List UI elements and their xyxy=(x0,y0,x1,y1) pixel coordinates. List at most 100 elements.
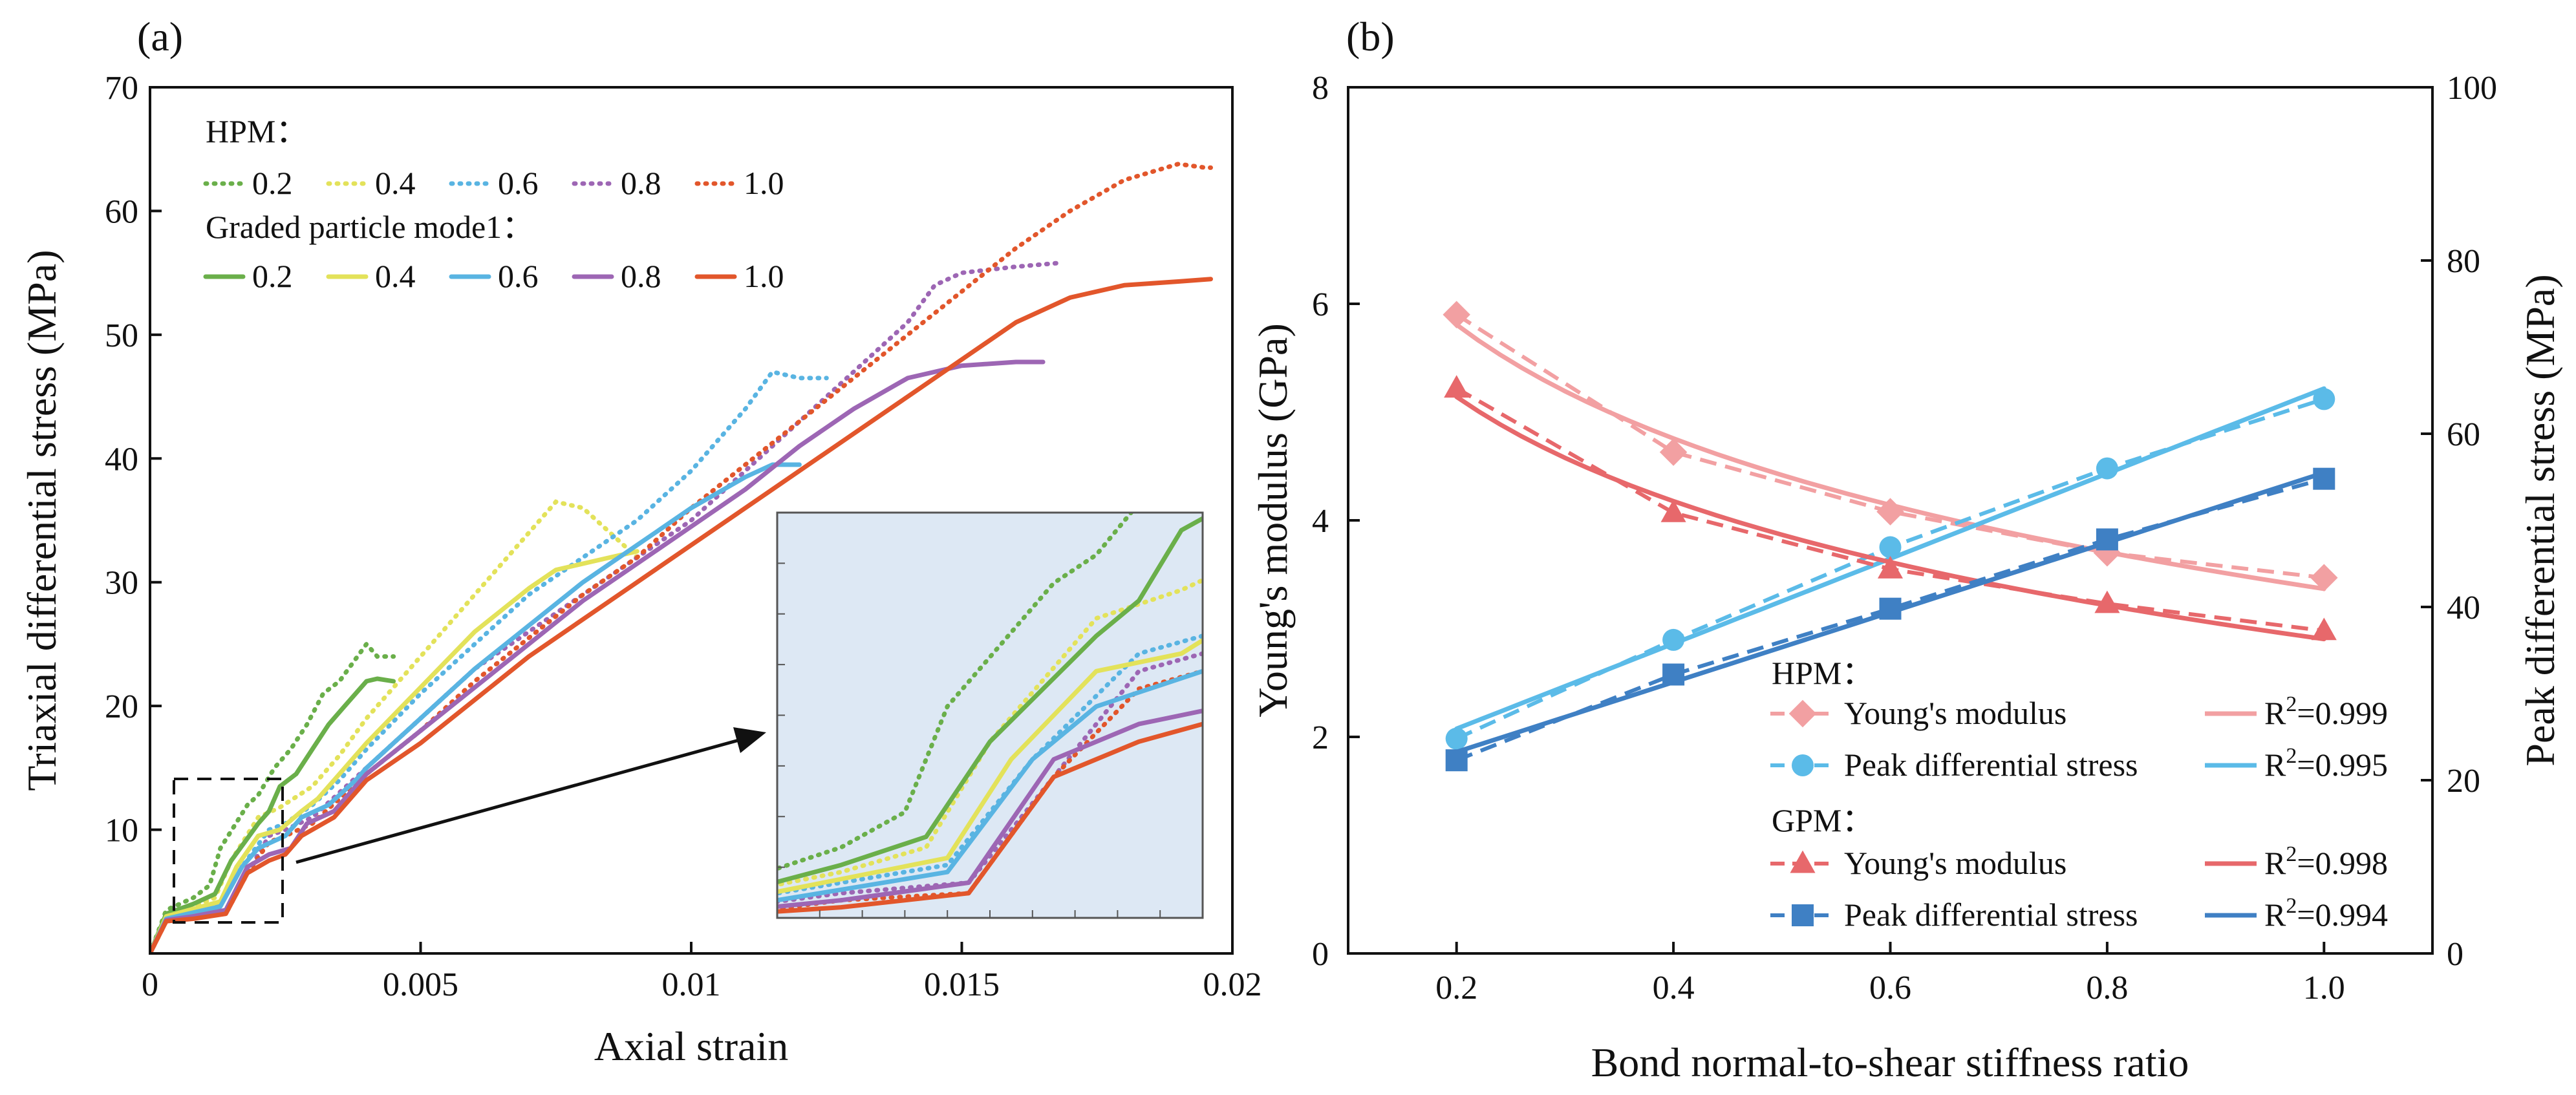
x-tick-label: 0.02 xyxy=(1203,966,1262,1003)
b-y-left-tick-label: 0 xyxy=(1312,936,1329,973)
series-hpm-1-0 xyxy=(150,162,1213,953)
inset-series-gpm-1-0 xyxy=(777,721,1203,914)
panel-a: (a) Triaxial differential stress (MPa) A… xyxy=(19,14,1262,1069)
marker-hpm-young-s-modulus xyxy=(2310,564,2338,592)
panel-a-label: (a) xyxy=(137,14,183,59)
legend-hpm-title: HPM： xyxy=(206,113,308,149)
legend-b-marker xyxy=(1788,699,1817,728)
b-y-left-tick-label: 6 xyxy=(1312,286,1329,323)
x-tick-label: 0.015 xyxy=(924,966,1000,1003)
legend-b-marker xyxy=(1792,904,1814,926)
marker-hpm-peak-differential-stress xyxy=(2313,388,2335,410)
marker-hpm-young-s-modulus xyxy=(1443,301,1470,328)
b-y-right-tick-label: 20 xyxy=(2447,763,2480,800)
zoom-arrow xyxy=(295,727,766,864)
b-y-right-tick-label: 100 xyxy=(2447,70,2497,107)
panel-b-ylabel-left: Young's modulus (GPa) xyxy=(1250,323,1296,718)
marker-gpm-young-s-modulus xyxy=(1877,555,1904,579)
inset-series-gpm-0-6 xyxy=(777,668,1203,903)
legend-b-fit: R2=0.998 xyxy=(2264,842,2388,881)
marker-gpm-young-s-modulus xyxy=(1444,375,1470,398)
legend-b-label: Young's modulus xyxy=(1844,845,2066,881)
x-tick-label: 0.01 xyxy=(662,966,721,1003)
panel-b: (b) Young's modulus (GPa) Peak different… xyxy=(1250,14,2563,1085)
marker-gpm-young-s-modulus xyxy=(2094,590,2120,613)
legend-gpm-label: 1.0 xyxy=(744,258,784,294)
legend-gpm-label: 0.8 xyxy=(621,258,661,294)
y-tick-label: 10 xyxy=(105,813,138,849)
panel-b-frame xyxy=(1347,86,2434,955)
b-x-tick-label: 0.2 xyxy=(1435,970,1477,1006)
x-tick-label: 0 xyxy=(142,966,158,1003)
legend-gpm-label: 0.4 xyxy=(375,258,416,294)
y-tick-label: 40 xyxy=(105,441,138,478)
legend-gpm-label: 0.6 xyxy=(498,258,539,294)
legend-hpm-label: 0.2 xyxy=(252,165,293,201)
marker-gpm-peak-differential-stress xyxy=(1879,597,1902,620)
b-y-right-tick-label: 0 xyxy=(2447,936,2463,973)
zoom-inset xyxy=(776,511,1204,919)
legend-hpm-label: 0.4 xyxy=(375,165,416,201)
legend-b-gpm-title: GPM： xyxy=(1772,802,1874,838)
b-y-right-tick-label: 80 xyxy=(2447,243,2480,280)
x-tick-label: 0.005 xyxy=(383,966,458,1003)
legend-b-hpm-title: HPM： xyxy=(1772,655,1874,691)
inset-series xyxy=(777,513,1203,914)
legend-b-fit: R2=0.999 xyxy=(2264,692,2388,731)
series-gpm-0-8 xyxy=(150,359,1046,953)
y-tick-label: 70 xyxy=(105,70,138,107)
legend-b-label: Peak differential stress xyxy=(1844,747,2138,783)
inset-series-gpm-0-8 xyxy=(777,708,1203,909)
legend-gpm-label: 0.2 xyxy=(252,258,293,294)
legend-hpm-label: 0.8 xyxy=(621,165,661,201)
b-y-left-tick-label: 8 xyxy=(1312,70,1329,107)
inset-series-gpm-0-2 xyxy=(777,516,1203,884)
b-x-tick-label: 1.0 xyxy=(2303,970,2345,1006)
inset-frame xyxy=(776,511,1204,919)
legend-hpm-label: 0.6 xyxy=(498,165,539,201)
legend-b-marker xyxy=(1792,754,1814,776)
marker-hpm-young-s-modulus xyxy=(1876,498,1904,526)
marker-gpm-peak-differential-stress xyxy=(1445,749,1468,772)
y-tick-label: 20 xyxy=(105,688,138,725)
b-x-tick-label: 0.8 xyxy=(2086,970,2128,1006)
b-x-tick-label: 0.4 xyxy=(1653,970,1695,1006)
zoom-region-box xyxy=(173,778,284,924)
legend-gpm-title: Graded particle mode1： xyxy=(206,209,534,245)
series-gpm-0-2 xyxy=(150,676,396,953)
legend-b-label: Young's modulus xyxy=(1844,695,2066,731)
marker-gpm-peak-differential-stress xyxy=(1662,663,1685,686)
marker-gpm-peak-differential-stress xyxy=(2096,528,2118,551)
series-gpm-0-4 xyxy=(150,549,639,953)
b-x-tick-label: 0.6 xyxy=(1869,970,1911,1006)
panel-b-ylabel-right: Peak differential stress (MPa) xyxy=(2517,274,2563,766)
legend-b-label: Peak differential stress xyxy=(1844,897,2138,933)
b-y-left-tick-label: 4 xyxy=(1312,503,1329,540)
panel-a-frame xyxy=(149,86,1234,955)
marker-hpm-peak-differential-stress xyxy=(1445,727,1468,750)
marker-hpm-young-s-modulus xyxy=(1659,438,1688,466)
marker-gpm-young-s-modulus xyxy=(2311,617,2337,641)
panel-b-series xyxy=(1443,301,2338,772)
panel-a-xlabel: Axial strain xyxy=(594,1023,788,1069)
series-gpm-0-6 xyxy=(150,462,802,953)
y-tick-label: 60 xyxy=(105,193,138,230)
panel-b-xlabel: Bond normal-to-shear stiffness ratio xyxy=(1591,1039,2189,1085)
inset-series-hpm-0-6 xyxy=(777,633,1203,896)
marker-hpm-peak-differential-stress xyxy=(1662,628,1685,651)
b-y-right-tick-label: 60 xyxy=(2447,416,2480,453)
marker-gpm-young-s-modulus xyxy=(1660,499,1686,522)
panel-a-legend: HPM： Graded particle mode1： 0.2 0.4 0.6 0.8… xyxy=(203,113,784,294)
marker-hpm-peak-differential-stress xyxy=(2096,457,2118,480)
series-hpm-0-2 xyxy=(150,640,396,953)
panel-a-series xyxy=(150,162,1213,953)
legend-hpm-label: 1.0 xyxy=(744,165,784,201)
panel-b-legend: HPM： GPM： Young's modulus R2=0.999 Peak di… xyxy=(1770,655,2388,933)
legend-b-marker xyxy=(1790,850,1816,873)
marker-hpm-peak-differential-stress xyxy=(1879,536,1902,558)
inset-series-hpm-0-2 xyxy=(777,513,1134,871)
legend-b-fit: R2=0.994 xyxy=(2264,894,2388,933)
y-tick-label: 30 xyxy=(105,565,138,602)
